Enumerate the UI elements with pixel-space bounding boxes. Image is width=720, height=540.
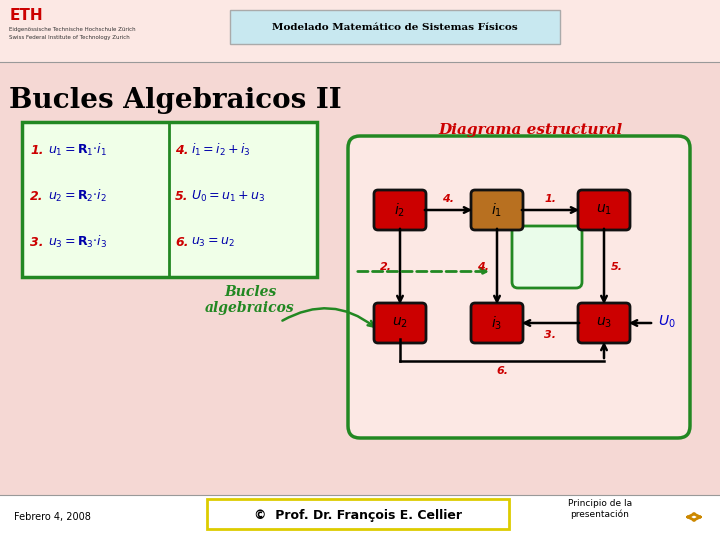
FancyBboxPatch shape: [348, 136, 690, 438]
Text: $u_1$: $u_1$: [596, 203, 612, 217]
Text: 3.: 3.: [544, 330, 557, 340]
Text: $\mathit{u}_1 = \mathbf{R}_1{\cdot}\mathit{i}_1$: $\mathit{u}_1 = \mathbf{R}_1{\cdot}\math…: [48, 142, 107, 158]
FancyBboxPatch shape: [512, 226, 582, 288]
Text: $i_2$: $i_2$: [395, 201, 405, 219]
Text: Bucles Algebraicos II: Bucles Algebraicos II: [9, 86, 341, 113]
Text: Bucles
algebraicos: Bucles algebraicos: [205, 285, 294, 315]
Text: 1.: 1.: [544, 194, 557, 204]
Text: $\mathit{u}_3 = \mathit{u}_2$: $\mathit{u}_3 = \mathit{u}_2$: [191, 235, 235, 248]
Text: 2.: 2.: [380, 261, 392, 272]
Text: 5.: 5.: [611, 261, 623, 272]
Text: 2.: 2.: [30, 190, 43, 202]
Text: Eidgenössische Technische Hochschule Zürich: Eidgenössische Technische Hochschule Zür…: [9, 28, 135, 32]
Text: 4.: 4.: [175, 144, 189, 157]
Text: 3.: 3.: [30, 235, 43, 248]
Text: 6.: 6.: [175, 235, 189, 248]
FancyBboxPatch shape: [230, 10, 560, 44]
Text: $\mathit{U}_0 = \mathit{u}_1 + \mathit{u}_3$: $\mathit{U}_0 = \mathit{u}_1 + \mathit{u…: [191, 188, 266, 204]
Text: 6.: 6.: [496, 366, 508, 376]
Text: $u_2$: $u_2$: [392, 316, 408, 330]
Text: $i_1$: $i_1$: [492, 201, 503, 219]
FancyBboxPatch shape: [0, 62, 720, 540]
FancyBboxPatch shape: [374, 303, 426, 343]
Text: Diagrama estructural: Diagrama estructural: [438, 123, 622, 137]
Text: $i_3$: $i_3$: [491, 314, 503, 332]
Text: 1.: 1.: [30, 144, 43, 157]
Text: $\mathit{u}_3 = \mathbf{R}_3{\cdot}\mathit{i}_3$: $\mathit{u}_3 = \mathbf{R}_3{\cdot}\math…: [48, 234, 107, 250]
Text: 4.: 4.: [443, 194, 454, 204]
Text: Swiss Federal Institute of Technology Zurich: Swiss Federal Institute of Technology Zu…: [9, 36, 130, 40]
Text: $\mathit{u}_2 = \mathbf{R}_2{\cdot}\mathit{i}_2$: $\mathit{u}_2 = \mathbf{R}_2{\cdot}\math…: [48, 188, 107, 204]
Text: $U_0$: $U_0$: [658, 314, 675, 330]
Text: 4.: 4.: [477, 261, 489, 272]
FancyBboxPatch shape: [471, 303, 523, 343]
Text: Principio de la
presentación: Principio de la presentación: [568, 499, 632, 519]
Text: Modelado Matemático de Sistemas Físicos: Modelado Matemático de Sistemas Físicos: [272, 24, 518, 32]
FancyBboxPatch shape: [0, 0, 720, 62]
Text: ©  Prof. Dr. François E. Cellier: © Prof. Dr. François E. Cellier: [254, 509, 462, 522]
FancyBboxPatch shape: [374, 190, 426, 230]
FancyBboxPatch shape: [0, 495, 720, 540]
FancyBboxPatch shape: [471, 190, 523, 230]
Text: ETH: ETH: [10, 9, 44, 24]
FancyBboxPatch shape: [22, 122, 317, 277]
Text: $u_3$: $u_3$: [596, 316, 612, 330]
FancyBboxPatch shape: [578, 303, 630, 343]
FancyBboxPatch shape: [578, 190, 630, 230]
Text: Febrero 4, 2008: Febrero 4, 2008: [14, 512, 91, 522]
Text: $\mathit{i}_1 = \mathit{i}_2 + \mathit{i}_3$: $\mathit{i}_1 = \mathit{i}_2 + \mathit{i…: [191, 142, 251, 158]
FancyBboxPatch shape: [207, 499, 509, 529]
Text: 5.: 5.: [175, 190, 189, 202]
